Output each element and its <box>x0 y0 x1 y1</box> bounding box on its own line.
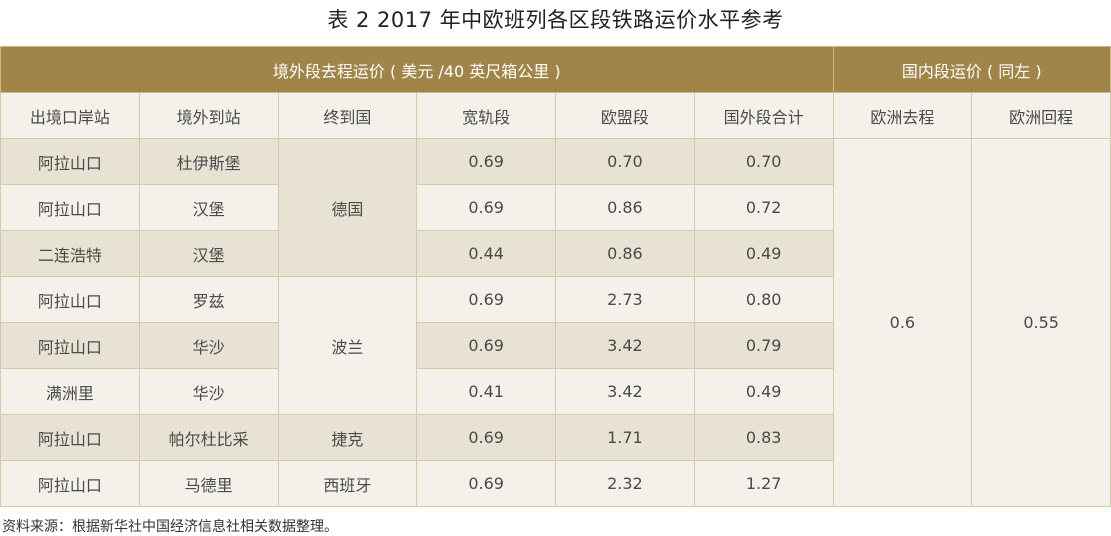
cell: 帕尔杜比采 <box>138 414 279 461</box>
cell: 0.49 <box>693 368 834 415</box>
column-header: 欧洲回程 <box>971 92 1111 139</box>
column-header: 欧盟段 <box>555 92 695 139</box>
country-cell: 西班牙 <box>277 460 418 507</box>
cell: 阿拉山口 <box>0 460 140 507</box>
cell: 0.79 <box>693 322 834 369</box>
cell: 0.41 <box>416 368 556 415</box>
cell: 0.70 <box>555 138 695 185</box>
cell: 二连浩特 <box>0 230 140 277</box>
cell: 2.73 <box>555 276 695 323</box>
cell: 0.80 <box>693 276 834 323</box>
column-header: 宽轨段 <box>416 92 556 139</box>
cell: 满洲里 <box>0 368 140 415</box>
cell: 0.86 <box>555 230 695 277</box>
country-cell: 波兰 <box>277 276 418 415</box>
domestic-band-header: 国内段运价 ( 同左 ) <box>832 46 1111 93</box>
cell: 0.69 <box>416 414 556 461</box>
country-cell: 捷克 <box>277 414 418 461</box>
cell: 0.69 <box>416 184 556 231</box>
cell: 0.69 <box>416 138 556 185</box>
band-header-row: 境外段去程运价 ( 美元 /40 英尺箱公里 ) 国内段运价 ( 同左 ) <box>0 46 1111 93</box>
cell: 3.42 <box>555 322 695 369</box>
domestic-outbound-cell: 0.6 <box>832 138 973 507</box>
source-note: 资料来源：根据新华社中国经济信息社相关数据整理。 <box>2 519 338 535</box>
column-header: 出境口岸站 <box>0 92 140 139</box>
cell: 罗兹 <box>138 276 279 323</box>
cell: 0.44 <box>416 230 556 277</box>
country-cell: 德国 <box>277 138 418 277</box>
cell: 0.70 <box>693 138 834 185</box>
cell: 阿拉山口 <box>0 322 140 369</box>
cell: 3.42 <box>555 368 695 415</box>
cell: 0.49 <box>693 230 834 277</box>
table-row: 阿拉山口 马德里 西班牙 0.69 2.32 1.27 <box>0 460 1111 507</box>
cell: 杜伊斯堡 <box>138 138 279 185</box>
column-header-row: 出境口岸站 境外到站 终到国 宽轨段 欧盟段 国外段合计 欧洲去程 欧洲回程 <box>0 92 1111 139</box>
cell: 阿拉山口 <box>0 184 140 231</box>
cell: 1.27 <box>693 460 834 507</box>
table-row: 阿拉山口 华沙 0.69 3.42 0.79 <box>0 322 1111 369</box>
cell: 0.86 <box>555 184 695 231</box>
column-header: 国外段合计 <box>693 92 834 139</box>
table-row: 阿拉山口 汉堡 0.69 0.86 0.72 <box>0 184 1111 231</box>
cell: 华沙 <box>138 368 279 415</box>
cell: 汉堡 <box>138 184 279 231</box>
foreign-band-header: 境外段去程运价 ( 美元 /40 英尺箱公里 ) <box>0 46 834 93</box>
domestic-return-cell: 0.55 <box>971 138 1111 507</box>
table-row: 二连浩特 汉堡 0.44 0.86 0.49 <box>0 230 1111 277</box>
cell: 2.32 <box>555 460 695 507</box>
cell: 0.83 <box>693 414 834 461</box>
table-row: 满洲里 华沙 0.41 3.42 0.49 <box>0 368 1111 415</box>
table-row: 阿拉山口 帕尔杜比采 捷克 0.69 1.71 0.83 <box>0 414 1111 461</box>
table-row: 阿拉山口 罗兹 波兰 0.69 2.73 0.80 <box>0 276 1111 415</box>
cell: 华沙 <box>138 322 279 369</box>
cell: 马德里 <box>138 460 279 507</box>
cell: 阿拉山口 <box>0 414 140 461</box>
cell: 汉堡 <box>138 230 279 277</box>
column-header: 欧洲去程 <box>832 92 973 139</box>
freight-rate-table: 境外段去程运价 ( 美元 /40 英尺箱公里 ) 国内段运价 ( 同左 ) 出境… <box>0 46 1111 507</box>
table-row: 阿拉山口 杜伊斯堡 德国 0.69 0.70 0.70 0.6 0.55 <box>0 138 1111 507</box>
cell: 1.71 <box>555 414 695 461</box>
cell: 阿拉山口 <box>0 276 140 323</box>
cell: 0.69 <box>416 460 556 507</box>
cell: 0.72 <box>693 184 834 231</box>
table-title: 表 2 2017 年中欧班列各区段铁路运价水平参考 <box>327 8 784 32</box>
cell: 阿拉山口 <box>0 138 140 185</box>
column-header: 境外到站 <box>138 92 279 139</box>
column-header: 终到国 <box>277 92 418 139</box>
cell: 0.69 <box>416 322 556 369</box>
cell: 0.69 <box>416 276 556 323</box>
